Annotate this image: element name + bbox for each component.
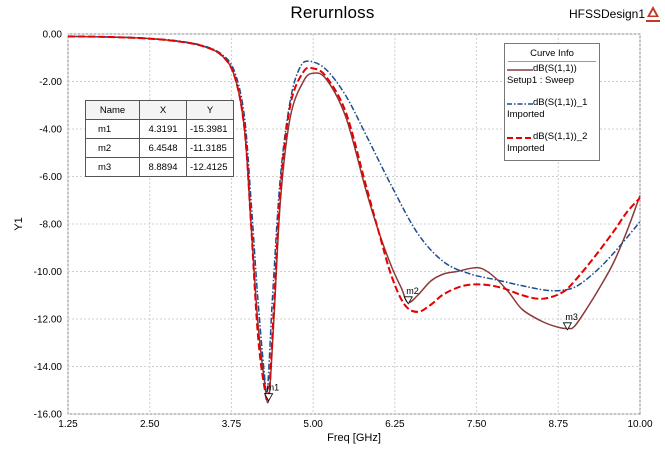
- legend-swatch-dashdot: [507, 103, 533, 105]
- marker-name: m1: [85, 119, 140, 139]
- legend-title: Curve Info: [508, 46, 596, 62]
- marker-table[interactable]: Name X Y m1 4.3191 -15.3981 m2 6.4548 -1…: [85, 100, 234, 177]
- marker-label: m3: [565, 312, 578, 322]
- y-tick-label: -6.00: [39, 172, 62, 183]
- x-tick-label: 3.75: [222, 419, 242, 430]
- legend-series-sub: Setup1 : Sweep: [507, 75, 575, 86]
- marker-x: 4.3191: [139, 119, 187, 139]
- legend-series-name: dB(S(1,1)): [533, 63, 577, 74]
- y-tick-label: -8.00: [39, 220, 62, 231]
- x-tick-label: 2.50: [140, 419, 160, 430]
- y-tick-label: -10.00: [34, 267, 63, 278]
- y-tick-label: -14.00: [34, 362, 63, 373]
- legend-swatch-dashed: [507, 137, 533, 139]
- marker-label: m2: [406, 286, 419, 296]
- marker-y: -12.4125: [186, 157, 234, 177]
- y-axis-label: Y1: [13, 217, 25, 230]
- legend-entry[interactable]: dB(S(1,1))_1 Imported: [505, 96, 599, 130]
- y-tick-label: -12.00: [34, 315, 63, 326]
- legend-swatch-solid: [507, 69, 533, 71]
- marker-label: m1: [267, 383, 280, 393]
- x-tick-label: 1.25: [58, 419, 78, 430]
- marker-row[interactable]: m3 8.8894 -12.4125: [85, 157, 234, 177]
- marker-row[interactable]: m2 6.4548 -11.3185: [85, 138, 234, 158]
- x-tick-label: 5.00: [303, 419, 323, 430]
- legend-series-sub: Imported: [507, 143, 545, 154]
- marker-x: 8.8894: [139, 157, 187, 177]
- y-tick-label: -4.00: [39, 125, 62, 136]
- marker-triangle: [403, 296, 413, 305]
- legend-series-name: dB(S(1,1))_2: [533, 131, 588, 142]
- y-tick-label: 0.00: [43, 30, 63, 41]
- x-axis-label: Freq [GHz]: [327, 432, 381, 444]
- series-line-1: [67, 35, 641, 396]
- marker-header-name: Name: [85, 100, 140, 120]
- marker-name: m3: [85, 157, 140, 177]
- series-line-2: [67, 35, 641, 402]
- y-axis-ticks: 0.00 -2.00 -4.00 -6.00 -8.00 -10.00 -12.00 -14.…: [34, 30, 63, 421]
- legend[interactable]: Curve Info dB(S(1,1)) Setup1 : Sweep dB(…: [504, 43, 600, 161]
- x-tick-label: 6.25: [385, 419, 405, 430]
- marker-table-header: Name X Y: [85, 100, 234, 120]
- legend-series-name: dB(S(1,1))_1: [533, 97, 588, 108]
- marker-y: -11.3185: [186, 138, 234, 158]
- x-tick-label: 7.50: [467, 419, 487, 430]
- legend-entry[interactable]: dB(S(1,1)) Setup1 : Sweep: [505, 62, 599, 96]
- legend-entry[interactable]: dB(S(1,1))_2 Imported: [505, 130, 599, 164]
- marker-header-x: X: [139, 100, 187, 120]
- marker-row[interactable]: m1 4.3191 -15.3981: [85, 119, 234, 139]
- marker-triangle: [562, 322, 573, 331]
- series-lines: [67, 35, 641, 404]
- ansoft-logo-icon: [646, 6, 660, 22]
- marker-triangle: [263, 393, 274, 402]
- chart-title: Rerurnloss: [290, 3, 375, 22]
- marker-x: 6.4548: [139, 138, 187, 158]
- marker-header-y: Y: [186, 100, 234, 120]
- x-tick-label: 8.75: [549, 419, 569, 430]
- y-tick-label: -16.00: [34, 410, 63, 421]
- legend-series-sub: Imported: [507, 109, 545, 120]
- x-tick-label: 10.00: [627, 419, 652, 430]
- x-axis-ticks: 1.25 2.50 3.75 5.00 6.25 7.50 8.75 10.00: [58, 419, 653, 430]
- design-name: HFSSDesign1: [569, 7, 646, 21]
- marker-name: m2: [85, 138, 140, 158]
- marker-y: -15.3981: [186, 119, 234, 139]
- marker-points: m1 m2 m3: [263, 286, 578, 402]
- y-tick-label: -2.00: [39, 77, 62, 88]
